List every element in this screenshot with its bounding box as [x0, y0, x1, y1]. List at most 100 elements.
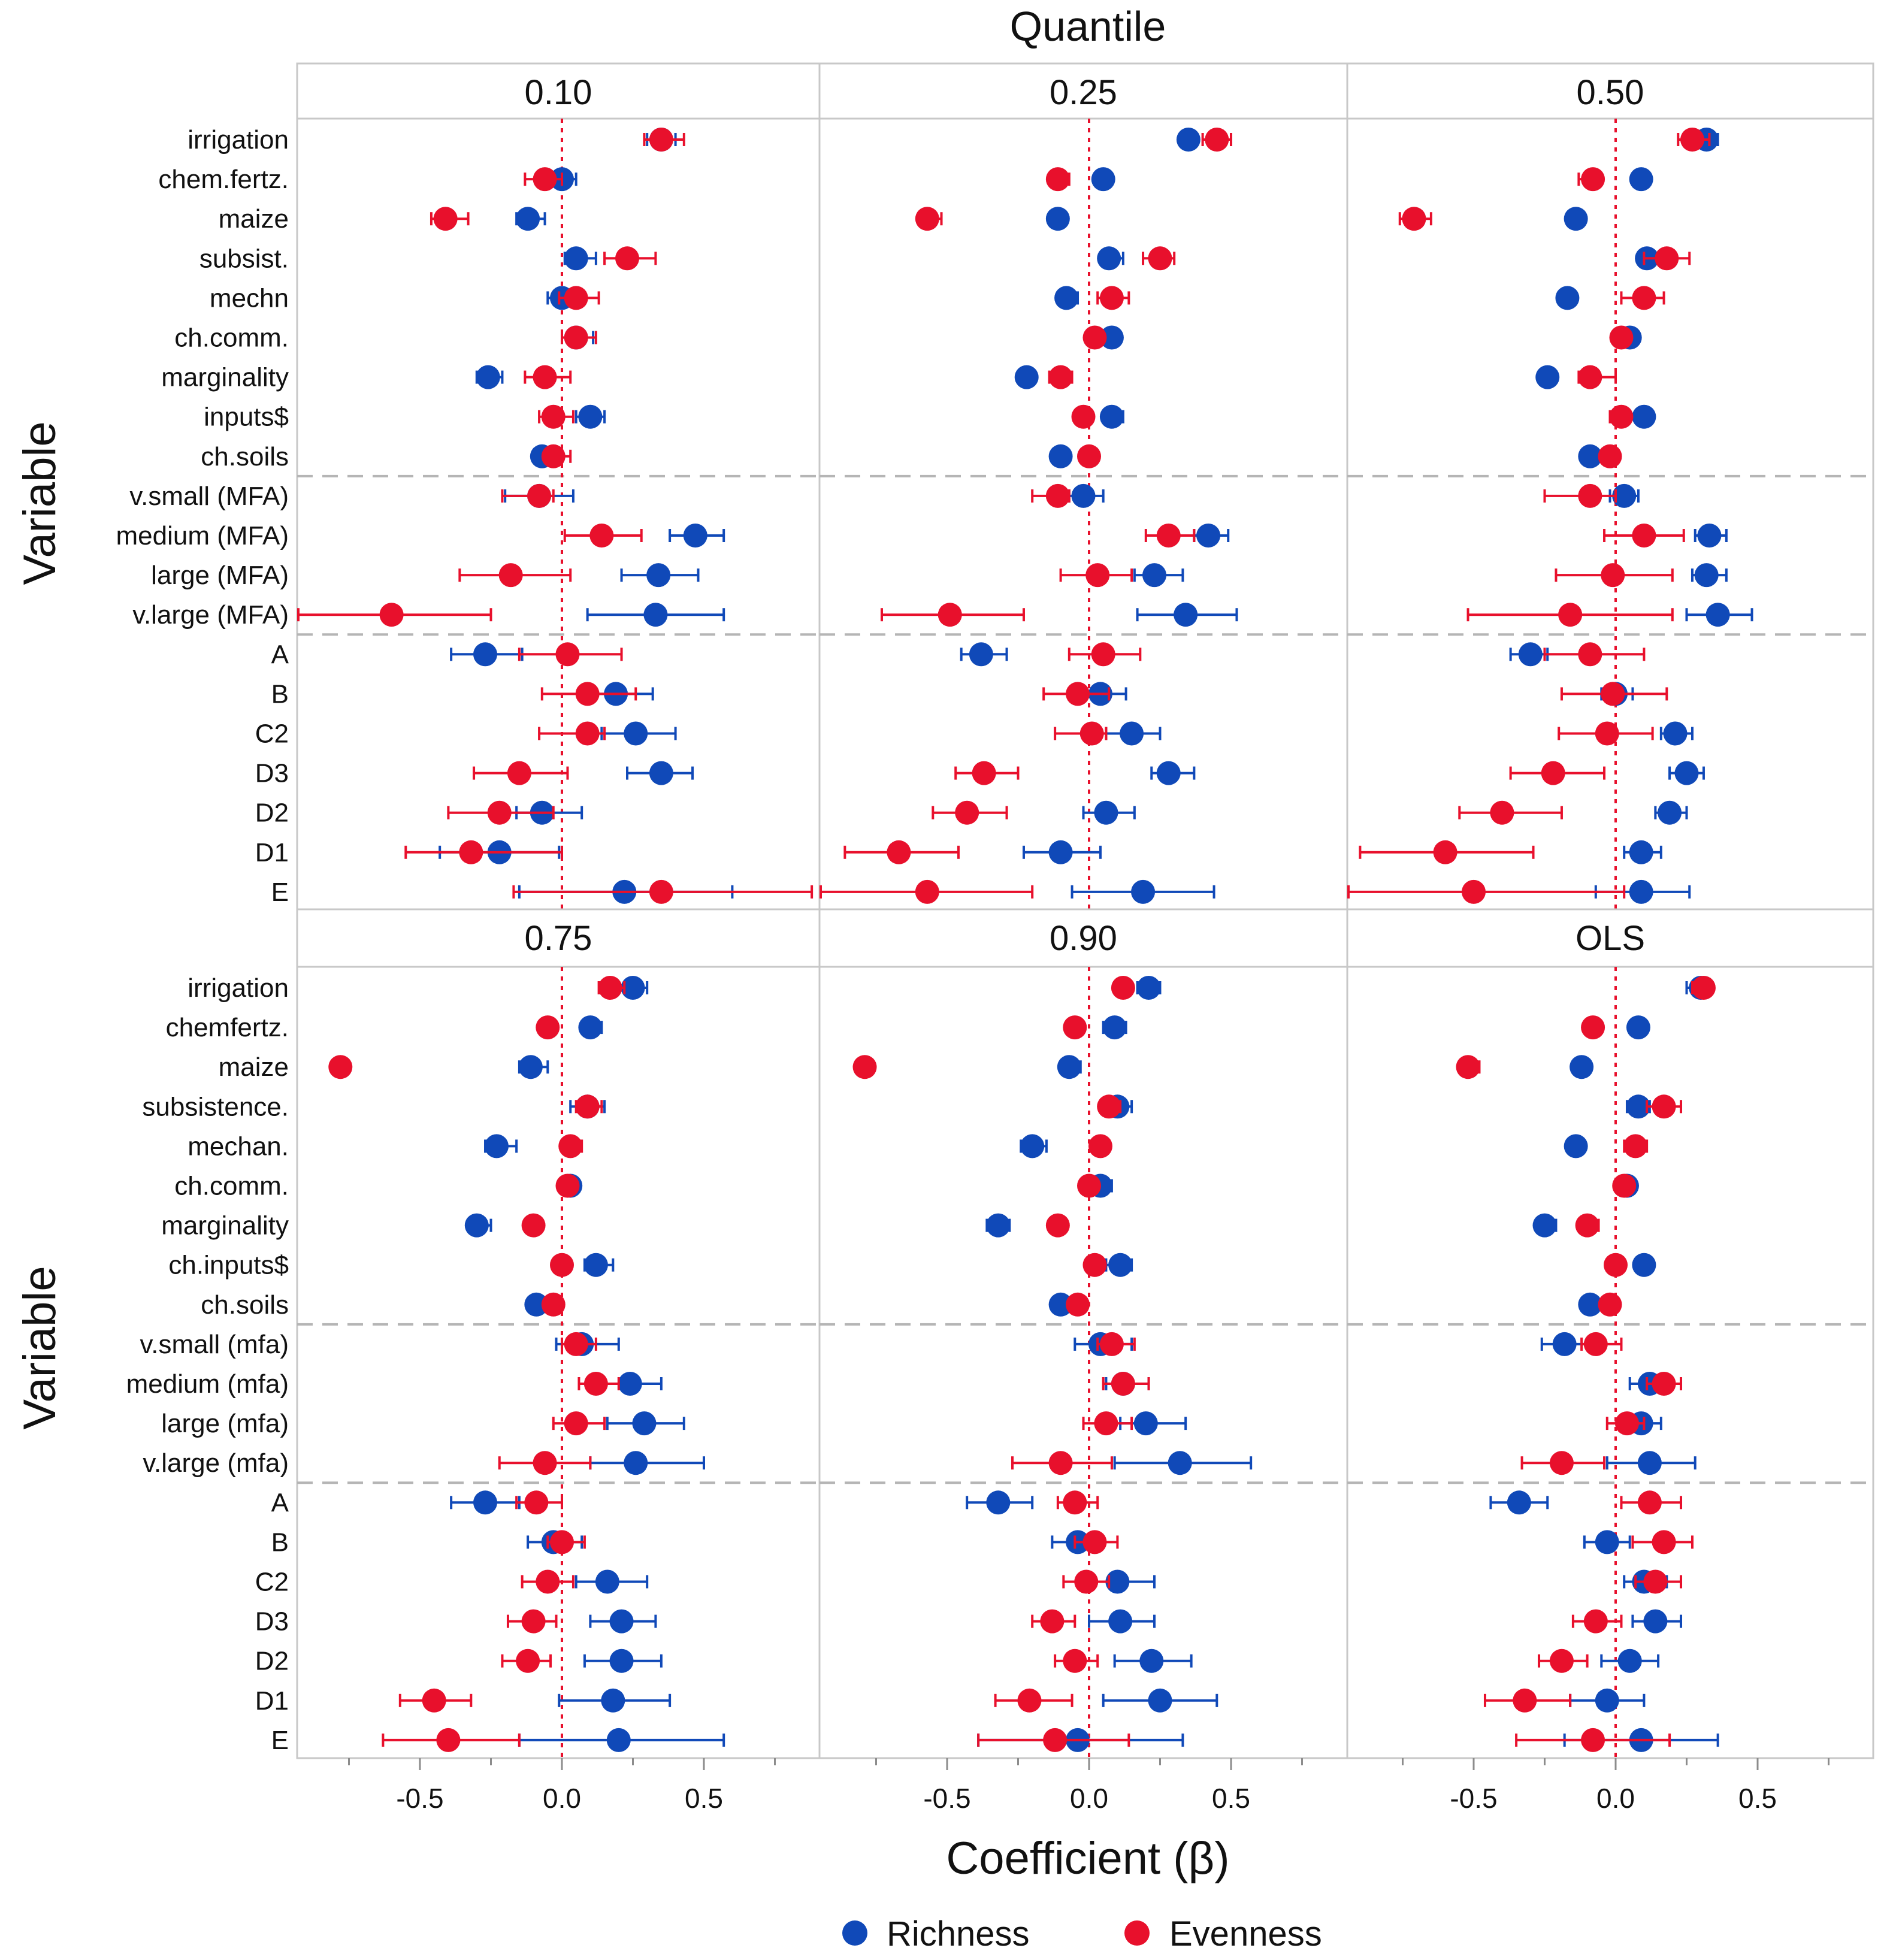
evenness-point	[575, 682, 600, 706]
richness-point	[1099, 325, 1124, 350]
evenness-point	[422, 1688, 446, 1713]
evenness-point	[533, 365, 557, 389]
panel-strip	[1346, 908, 1874, 968]
evenness-point	[1148, 246, 1172, 271]
evenness-point	[1079, 721, 1104, 746]
evenness-point	[1071, 404, 1096, 429]
richness-point	[473, 1490, 498, 1515]
richness-point	[583, 1253, 608, 1277]
evenness-point	[555, 1173, 580, 1198]
x-tick-label: -0.5	[396, 1783, 443, 1814]
legend-richness-marker	[842, 1920, 867, 1946]
evenness-point	[1088, 1134, 1112, 1159]
evenness-point	[1077, 444, 1101, 468]
richness-point	[1139, 1649, 1164, 1673]
evenness-point	[1063, 1015, 1087, 1040]
evenness-point	[1045, 483, 1070, 508]
variable-label: D3	[255, 759, 289, 788]
richness-point	[609, 1609, 634, 1634]
y-axis-title-bottom: Variable	[14, 1266, 65, 1429]
y-axis-title-top: Variable	[14, 421, 65, 585]
panel-strip-label: 0.25	[1050, 73, 1117, 112]
evenness-point	[1609, 404, 1634, 429]
richness-point	[524, 1292, 549, 1317]
richness-point	[1020, 1134, 1045, 1159]
evenness-point	[1549, 1649, 1574, 1673]
panel-strip	[296, 908, 821, 968]
richness-point	[1054, 286, 1079, 310]
evenness-point	[1074, 1569, 1099, 1594]
evenness-point	[1066, 1292, 1090, 1317]
panel-0-25: 0.25	[818, 62, 1348, 911]
variable-label: chem.fertz.	[158, 165, 289, 194]
richness-point	[1578, 444, 1602, 468]
evenness-point	[852, 1055, 877, 1079]
richness-point	[1629, 879, 1653, 904]
variable-label: A	[271, 1488, 289, 1517]
richness-point	[1674, 761, 1699, 785]
richness-point	[1570, 1055, 1594, 1079]
evenness-point	[583, 1372, 608, 1396]
richness-point	[1535, 365, 1560, 389]
evenness-point	[550, 1530, 574, 1554]
evenness-point	[1082, 1253, 1107, 1277]
evenness-point	[1595, 721, 1619, 746]
evenness-point	[1077, 1173, 1101, 1198]
evenness-point	[1063, 1649, 1087, 1673]
richness-point	[986, 1213, 1011, 1238]
evenness-point	[1541, 761, 1565, 785]
legend-evenness-label: Evenness	[1169, 1914, 1322, 1953]
evenness-point	[1045, 167, 1070, 192]
evenness-point	[598, 976, 622, 1000]
evenness-point	[379, 603, 404, 627]
richness-point	[1694, 563, 1719, 588]
evenness-point	[328, 1055, 353, 1079]
evenness-point	[1691, 976, 1716, 1000]
evenness-point	[541, 1292, 566, 1317]
richness-point	[1564, 1134, 1588, 1159]
evenness-point	[1601, 563, 1625, 588]
variable-label: ch.soils	[201, 442, 289, 471]
richness-point	[1705, 603, 1730, 627]
richness-point	[1595, 1688, 1619, 1713]
evenness-point	[433, 207, 458, 231]
evenness-point	[527, 483, 552, 508]
evenness-point	[1205, 128, 1229, 152]
variable-label: D1	[255, 838, 289, 867]
variable-label: medium (mfa)	[126, 1369, 289, 1399]
variable-label: marginality	[161, 363, 289, 392]
evenness-point	[1082, 325, 1107, 350]
richness-point	[564, 246, 588, 271]
evenness-point	[1099, 1332, 1124, 1356]
richness-point	[1697, 524, 1722, 548]
richness-point	[1612, 483, 1637, 508]
variable-label: large (mfa)	[161, 1409, 289, 1438]
variable-label: subsistence.	[142, 1092, 289, 1121]
evenness-point	[1040, 1609, 1065, 1634]
evenness-point	[1612, 1173, 1637, 1198]
panel-ols: OLS -0.5 0.0 0.5	[1346, 908, 1874, 1814]
panel-strip-label: 0.90	[1050, 919, 1117, 958]
richness-point	[643, 603, 668, 627]
evenness-point	[524, 1490, 549, 1515]
richness-point	[1148, 1688, 1172, 1713]
evenness-point	[533, 167, 557, 192]
evenness-point	[1048, 1451, 1073, 1475]
richness-point	[1131, 879, 1156, 904]
richness-point	[1097, 246, 1121, 271]
evenness-point	[487, 800, 512, 825]
richness-point	[518, 1055, 543, 1079]
evenness-point	[972, 761, 996, 785]
evenness-point	[649, 879, 673, 904]
evenness-point	[1652, 1530, 1676, 1554]
richness-point	[1014, 365, 1039, 389]
panel-strip	[818, 908, 1348, 968]
evenness-point	[1111, 1372, 1135, 1396]
variable-label: B	[271, 679, 289, 709]
richness-point	[1105, 1569, 1130, 1594]
variable-label: mechn	[210, 283, 289, 313]
evenness-point	[1048, 365, 1073, 389]
evenness-point	[564, 1332, 588, 1356]
evenness-point	[1111, 976, 1135, 1000]
richness-point	[1595, 1530, 1619, 1554]
